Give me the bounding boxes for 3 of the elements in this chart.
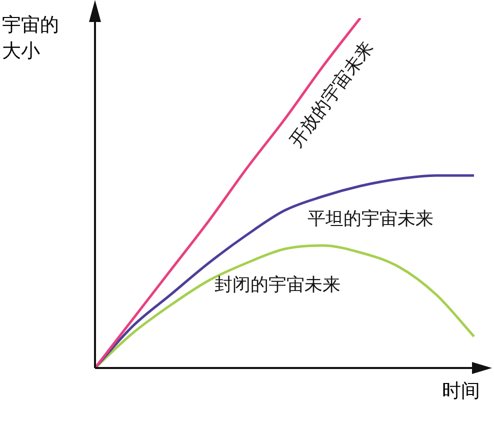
x-axis-title: 时间 bbox=[442, 379, 480, 404]
text: 开放的宇宙未来 bbox=[286, 38, 378, 152]
y-axis-title: 宇宙的大小 bbox=[2, 13, 60, 64]
